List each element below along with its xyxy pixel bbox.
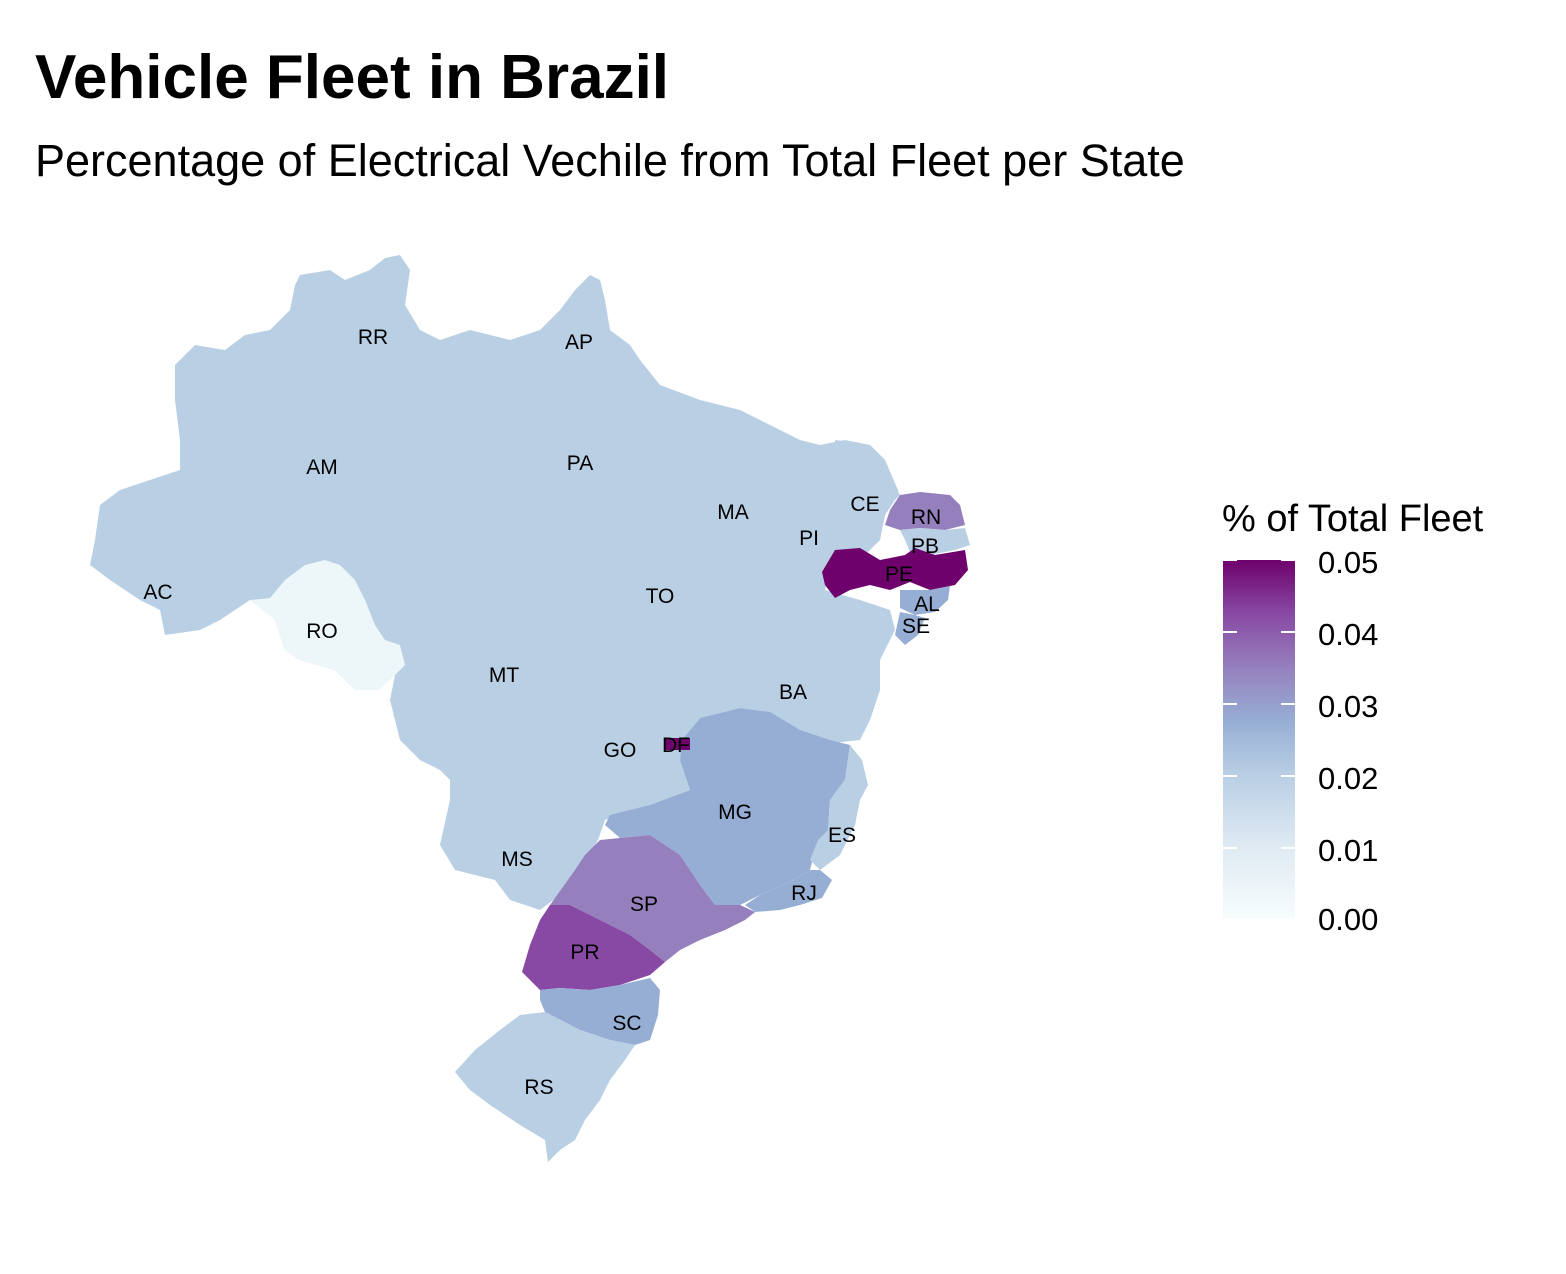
label-RS: RS [524,1076,553,1099]
state-SC [540,978,660,1045]
label-PI: PI [799,527,819,550]
state-RN [885,492,965,530]
legend-tick-4: 0.01 [1318,833,1379,868]
state-MG [605,708,850,905]
label-MS: MS [501,848,533,871]
state-CE [830,440,898,555]
label-RN: RN [911,506,941,529]
label-SE: SE [902,615,930,638]
state-SP [550,835,755,962]
label-RR: RR [358,326,388,349]
label-AL: AL [914,593,940,616]
label-SC: SC [612,1012,641,1035]
state-RO [250,560,405,690]
label-AM: AM [306,456,338,479]
label-AP: AP [565,331,593,354]
legend-tick-1: 0.04 [1318,617,1379,652]
label-PE: PE [885,563,913,586]
label-PB: PB [911,535,939,558]
label-CE: CE [850,493,879,516]
state-SE [895,612,925,645]
state-PE [822,548,968,598]
label-MA: MA [717,501,749,524]
label-MG: MG [718,801,752,824]
label-BA: BA [779,681,807,704]
label-DF: DF [662,734,690,757]
label-TO: TO [646,585,675,608]
label-SP: SP [630,893,658,916]
label-GO: GO [604,739,637,762]
state-RJ [745,870,832,912]
legend-tick-0: 0.05 [1318,545,1379,580]
state-AL [900,586,950,615]
legend-tick-3: 0.02 [1318,761,1379,796]
legend-gradient [1223,560,1295,918]
label-MT: MT [489,664,519,687]
label-AC: AC [143,581,172,604]
state-PB [900,528,970,555]
legend-tick-5: 0.00 [1318,902,1379,937]
state-RS [455,1012,635,1162]
legend-colorbar [1223,560,1295,918]
state-region-north [90,255,900,910]
state-PR [522,905,665,990]
label-PA: PA [567,452,593,475]
state-ES [810,745,868,870]
label-RJ: RJ [791,882,817,905]
legend-title: % of Total Fleet [1222,498,1484,540]
map-title: Vehicle Fleet in Brazil [35,43,670,112]
label-PR: PR [570,941,599,964]
legend-tick-2: 0.03 [1318,689,1379,724]
label-RO: RO [306,620,338,643]
label-ES: ES [828,824,856,847]
state-DF [665,738,690,750]
map-subtitle: Percentage of Electrical Vechile from To… [35,135,1185,186]
